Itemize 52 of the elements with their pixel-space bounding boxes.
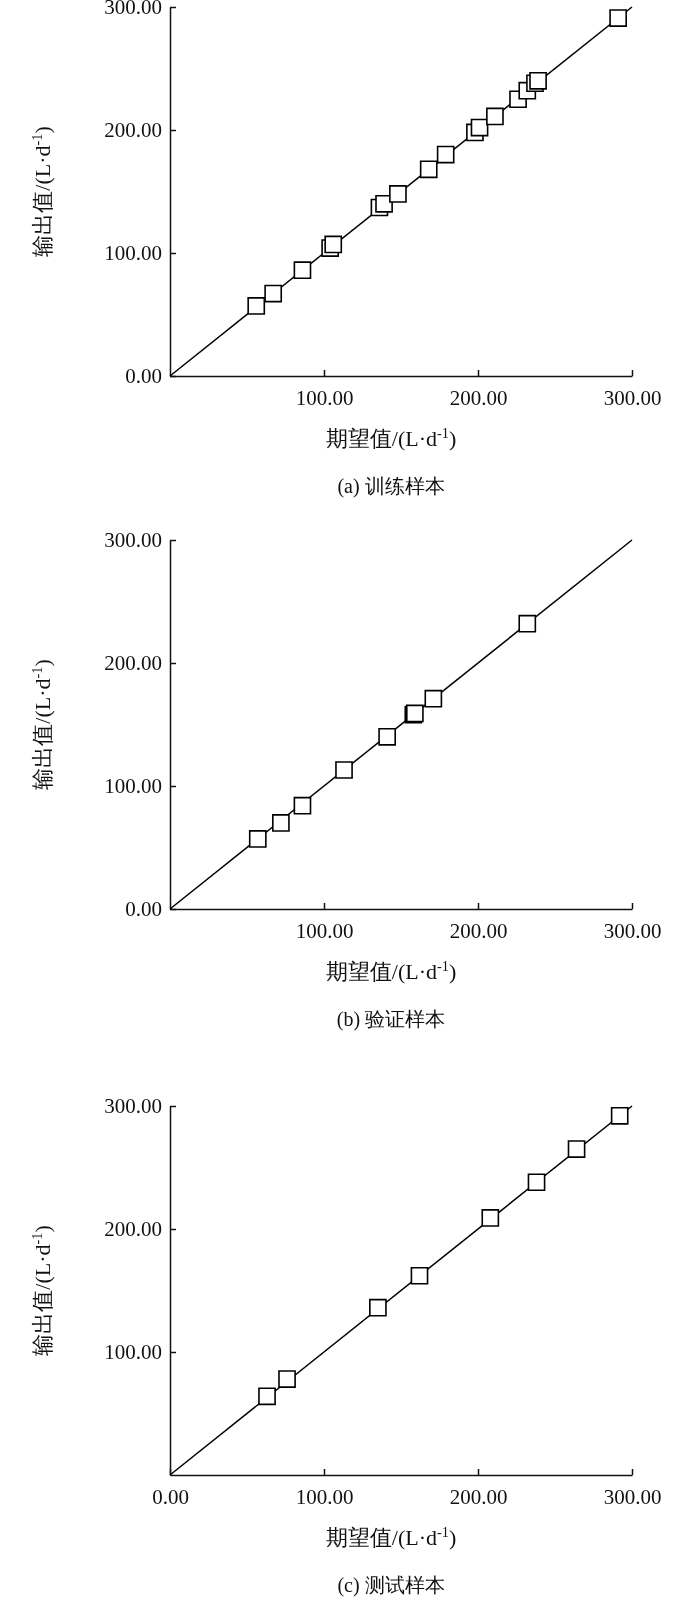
text: (b) 验证样本 [336,1008,446,1031]
x-tick-label: 100.00 [295,918,354,943]
point [527,1173,546,1192]
x-tick-label: 300.00 [603,385,662,410]
point [264,284,283,303]
text: (c) 测试样本 [337,1574,445,1597]
point [389,185,407,203]
x-tick-label: 100.00 [295,1484,354,1509]
x-tick-label: 200.00 [449,385,508,410]
point [486,107,504,126]
point [278,1370,296,1388]
y-tick-label: 300.00 [104,0,162,20]
point [248,830,267,848]
x-tick-label: 0.00 [152,1484,189,1509]
point [609,9,627,27]
y-tick-label: 300.00 [104,1094,162,1119]
point [481,1209,500,1227]
point [272,814,290,832]
x-axis-title: 期望值/(L·d$^{-1}$) [325,958,457,984]
y-tick-label: 0.00 [125,897,162,922]
y-tick-label: 200.00 [104,118,162,143]
point [375,194,393,213]
x-tick-label: 200.00 [449,918,508,943]
y-tick-label: 100.00 [104,241,162,266]
point [518,614,537,633]
point [369,1298,387,1317]
point [436,145,455,164]
x-axis-title: 期望值/(L·d$^{-1}$) [325,425,457,451]
point [293,261,312,280]
x-tick-label: 300.00 [603,1484,662,1509]
text: (a) 训练样本 [337,475,445,498]
x-tick-label: 200.00 [449,1484,508,1509]
y-tick-label: 100.00 [104,1340,162,1365]
x-tick-label: 100.00 [295,385,354,410]
point [424,689,443,708]
point [258,1387,276,1406]
point [247,297,266,315]
point [610,1106,629,1125]
point [378,727,396,746]
y-tick-label: 200.00 [104,1217,162,1242]
x-tick-label: 300.00 [603,918,662,943]
point [567,1140,586,1158]
x-axis-title: 期望值/(L·d$^{-1}$) [325,1524,457,1550]
point [293,796,312,815]
y-tick-label: 0.00 [125,364,162,389]
y-tick-label: 100.00 [104,774,162,799]
point [410,1266,429,1285]
point [419,160,438,179]
point [324,235,343,254]
y-tick-label: 300.00 [104,528,162,553]
point [335,761,353,779]
y-tick-label: 200.00 [104,651,162,676]
